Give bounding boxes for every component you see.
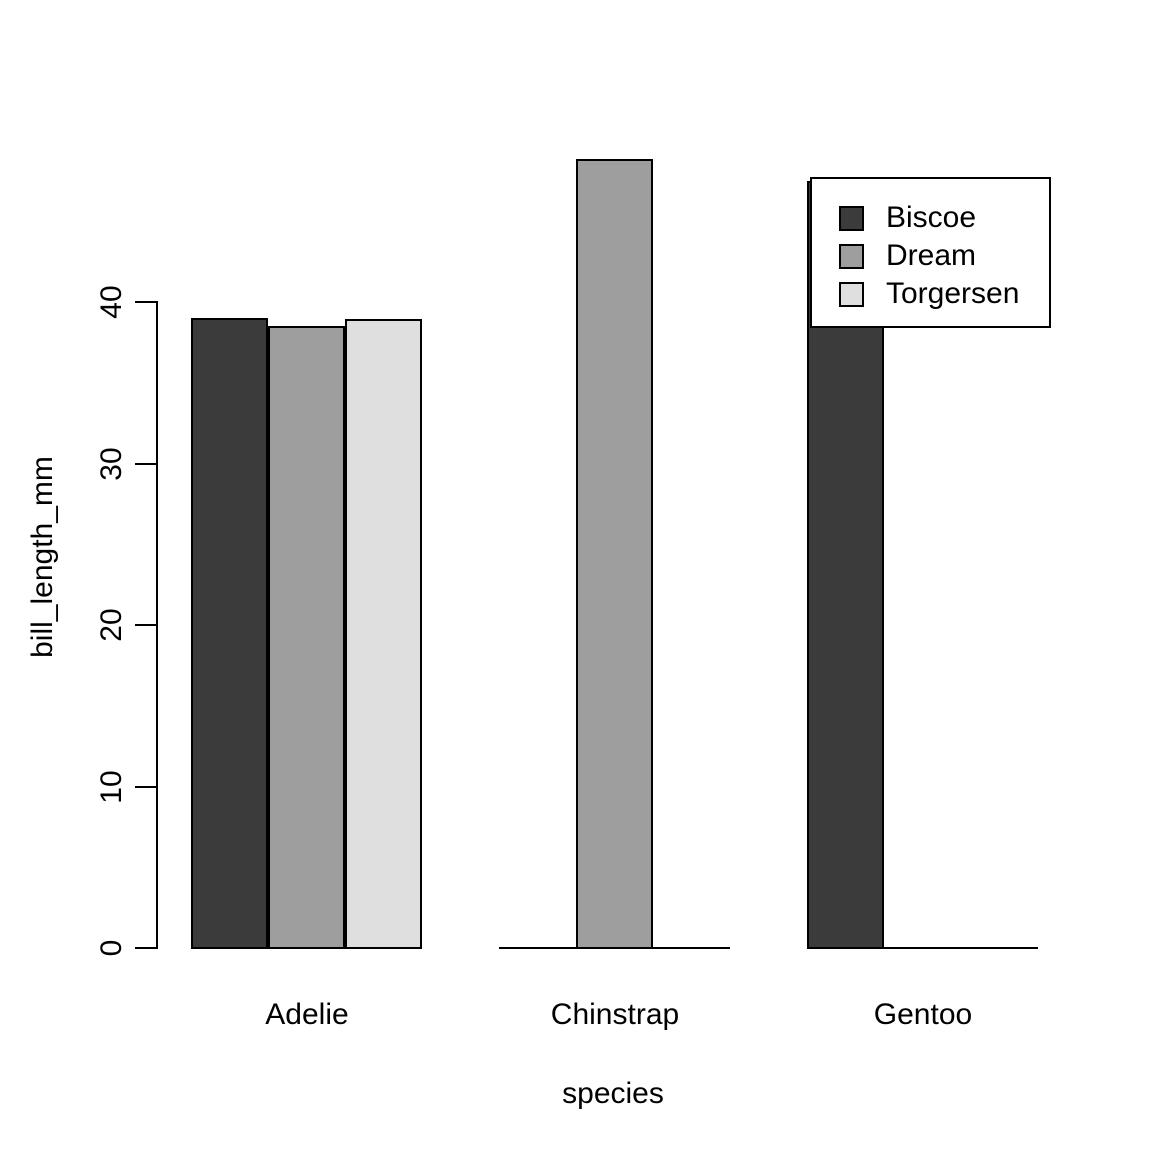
bar-adelie-dream	[268, 326, 345, 949]
legend-label-biscoe: Biscoe	[886, 201, 977, 234]
legend-row-dream: Dream	[839, 237, 1049, 275]
y-tick-0	[135, 947, 156, 949]
bar-adelie-torgersen	[345, 319, 422, 949]
y-tick-label-0: 0	[95, 939, 128, 957]
bar-chinstrap-dream	[576, 159, 653, 949]
y-tick-10	[135, 786, 156, 788]
baseline-gentoo	[807, 947, 1038, 949]
y-tick-label-40: 40	[95, 285, 128, 319]
legend-swatch-biscoe	[839, 205, 864, 231]
legend-swatch-torgersen	[839, 281, 864, 307]
x-category-label-adelie: Adelie	[265, 998, 349, 1031]
x-axis-title: species	[562, 1077, 664, 1110]
y-tick-label-20: 20	[95, 608, 128, 642]
y-tick-label-10: 10	[95, 770, 128, 804]
legend-label-torgersen: Torgersen	[886, 277, 1020, 310]
x-category-label-chinstrap: Chinstrap	[550, 998, 680, 1031]
legend-row-torgersen: Torgersen	[839, 275, 1049, 313]
legend: Biscoe Dream Torgersen	[810, 177, 1051, 328]
y-axis-title: bill_length_mm	[26, 456, 59, 658]
legend-row-biscoe: Biscoe	[839, 199, 1049, 237]
y-tick-20	[135, 624, 156, 626]
legend-swatch-dream	[839, 243, 864, 269]
x-category-label-gentoo: Gentoo	[873, 998, 973, 1031]
y-tick-label-30: 30	[95, 447, 128, 481]
y-tick-30	[135, 463, 156, 465]
bar-adelie-biscoe	[191, 318, 268, 949]
y-tick-40	[135, 301, 156, 303]
legend-label-dream: Dream	[886, 239, 977, 272]
y-axis-line	[156, 301, 158, 949]
